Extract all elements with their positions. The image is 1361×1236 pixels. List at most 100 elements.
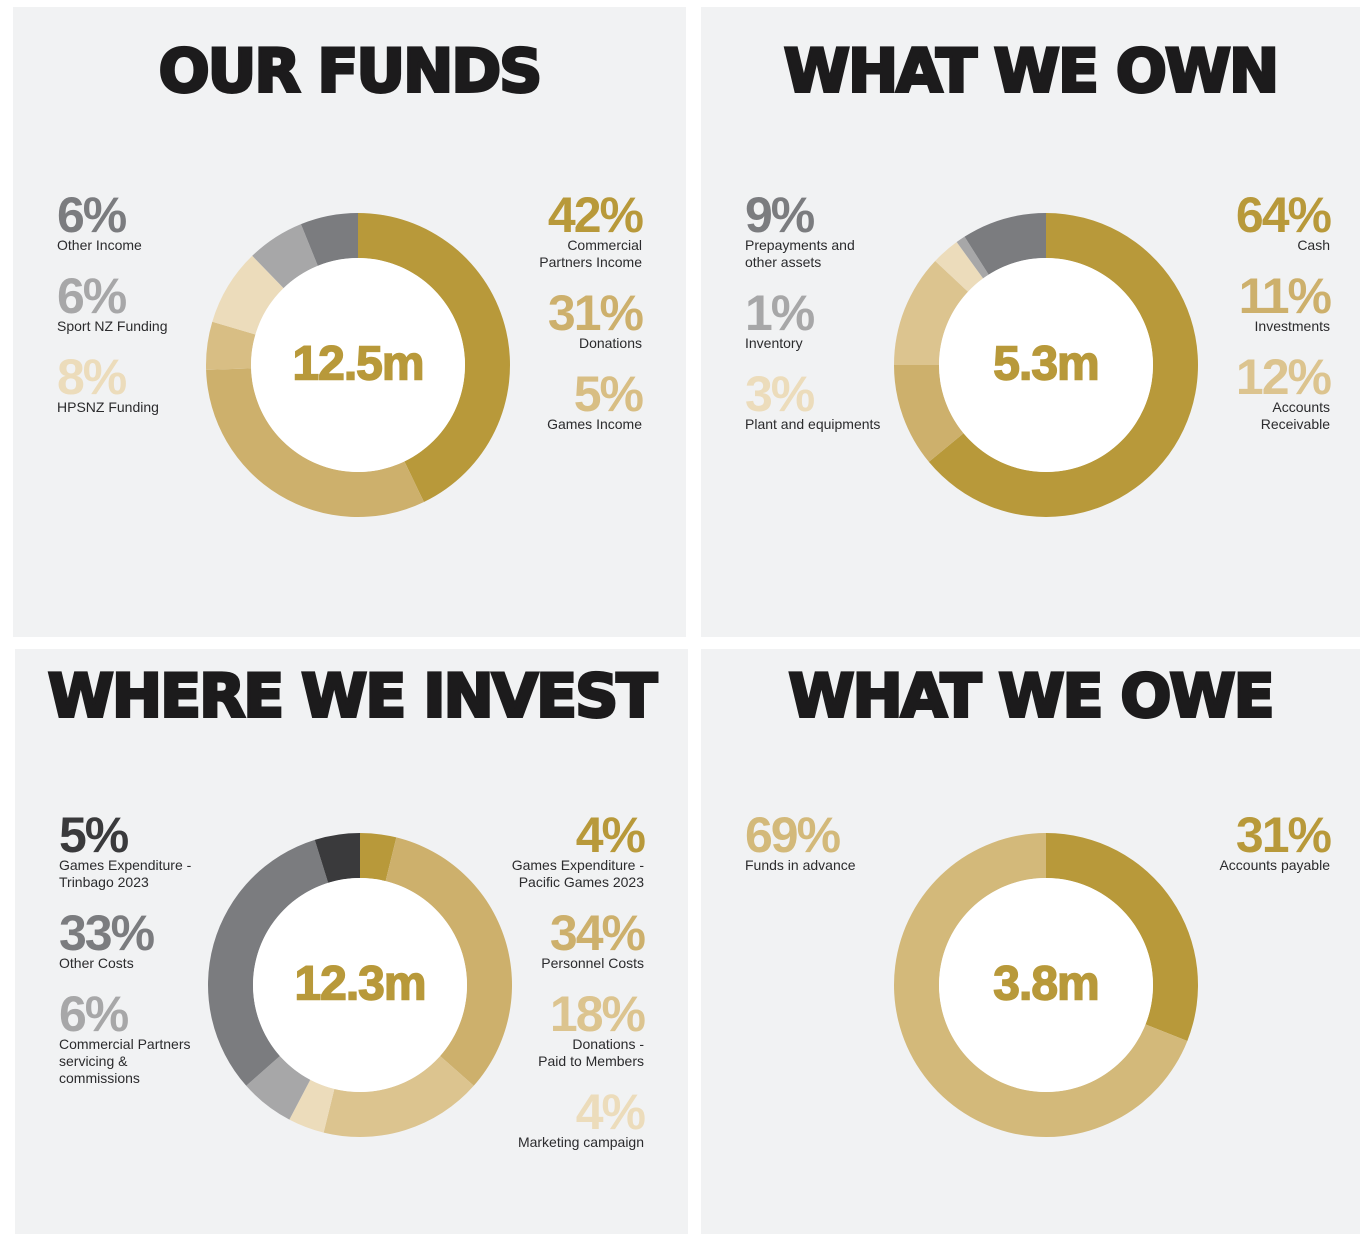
donut-segment bbox=[206, 368, 424, 517]
donut-hole bbox=[251, 258, 465, 472]
percent-label: 31% bbox=[547, 285, 644, 341]
chart-title: WHAT WE OWN bbox=[784, 37, 1277, 107]
category-label: Sport NZ Funding bbox=[57, 318, 168, 334]
segment-label: 5% Games Income bbox=[422, 366, 644, 433]
chart-panel: OUR FUNDS 12.5m 42% Commercial Partners Inc… bbox=[13, 7, 686, 637]
donut-segment bbox=[894, 365, 964, 462]
percent-label: 12% bbox=[1235, 349, 1332, 405]
percent-label: 6% bbox=[57, 268, 127, 324]
percent-label: 5% bbox=[59, 807, 129, 863]
donut-segment bbox=[935, 242, 984, 292]
percent-label: 4% bbox=[575, 807, 646, 863]
donut-segment bbox=[289, 1079, 335, 1133]
percent-label: 33% bbox=[59, 905, 155, 961]
segment-label: 4% Games Expenditure - Pacific Games 2023 bbox=[424, 807, 646, 891]
category-label: Other Costs bbox=[59, 955, 134, 971]
segment-label: 9% Prepayments and other assets bbox=[745, 187, 965, 271]
donut-segment bbox=[314, 833, 360, 883]
donut-segment bbox=[358, 213, 510, 502]
donut-segment bbox=[208, 839, 329, 1086]
percent-label: 8% bbox=[57, 349, 127, 405]
percent-label: 3% bbox=[745, 366, 815, 422]
category-label: Personnel Costs bbox=[541, 955, 644, 971]
donut-segment bbox=[893, 833, 1188, 1137]
chart-title: OUR FUNDS bbox=[159, 37, 541, 107]
category-label: Prepayments and other assets bbox=[745, 237, 855, 270]
category-label: Marketing campaign bbox=[517, 1134, 644, 1150]
category-label: Investments bbox=[1254, 318, 1330, 334]
category-label: Donations - Paid to Members bbox=[538, 1036, 644, 1069]
category-label: Funds in advance bbox=[745, 857, 856, 873]
segment-label: 69% Funds in advance bbox=[745, 807, 965, 874]
segment-label: 12% Accounts Receivable bbox=[1110, 349, 1332, 433]
donut-segment bbox=[212, 255, 284, 335]
percent-label: 9% bbox=[745, 187, 815, 243]
percent-label: 18% bbox=[549, 986, 646, 1042]
chart: WHAT WE OWN 5.3m bbox=[782, 35, 1281, 518]
center-label: 3.8m bbox=[993, 958, 1098, 1011]
center-label: 12.5m bbox=[292, 338, 423, 391]
percent-label: 6% bbox=[59, 986, 129, 1042]
percent-label: 31% bbox=[1235, 807, 1332, 863]
donut-hole bbox=[253, 878, 467, 1092]
percent-label: 64% bbox=[1235, 187, 1332, 243]
segment-label: 3% Plant and equipments bbox=[745, 366, 965, 433]
segment-label: 34% Personnel Costs bbox=[424, 905, 646, 972]
category-label: Commercial Partners servicing & commissi… bbox=[59, 1036, 191, 1086]
category-label: Inventory bbox=[745, 335, 803, 351]
donut-segment bbox=[323, 1055, 474, 1137]
segment-label: 31% Donations bbox=[422, 285, 644, 352]
donut-segment bbox=[928, 213, 1198, 518]
segment-label: 42% Commercial Partners Income bbox=[422, 187, 644, 271]
chart: OUR FUNDS 12.5m bbox=[157, 35, 544, 517]
category-label: Commercial Partners Income bbox=[539, 237, 642, 270]
percent-label: 6% bbox=[57, 187, 127, 243]
chart-title: WHAT WE OWE bbox=[788, 662, 1272, 732]
donut-segment bbox=[1046, 833, 1198, 1041]
donut-segment bbox=[956, 236, 989, 279]
donut-segment bbox=[206, 321, 256, 370]
category-label: Accounts Receivable bbox=[1260, 399, 1330, 432]
category-label: Plant and equipments bbox=[745, 416, 881, 432]
segment-label: 8% HPSNZ Funding bbox=[57, 349, 277, 416]
center-label: 12.3m bbox=[294, 958, 425, 1011]
percent-label: 69% bbox=[745, 807, 841, 863]
donut-segment bbox=[360, 833, 397, 882]
segment-label: 11% Investments bbox=[1110, 268, 1332, 335]
category-label: Games Expenditure - Trinbago 2023 bbox=[59, 857, 192, 890]
category-label: Games Income bbox=[547, 416, 642, 432]
donut-segment bbox=[894, 260, 969, 365]
chart-panel: WHAT WE OWE 3.8m 31% Accounts payable 69% Fun… bbox=[701, 649, 1360, 1234]
chart-title: WHERE WE INVEST bbox=[48, 662, 658, 732]
chart: WHERE WE INVEST 12.3m bbox=[46, 660, 661, 1137]
donut-segment bbox=[385, 837, 512, 1086]
percent-label: 4% bbox=[575, 1084, 646, 1140]
chart-panel: WHAT WE OWN 5.3m 64% Cash 11% Investments 12% A… bbox=[701, 7, 1360, 637]
percent-label: 1% bbox=[745, 285, 815, 341]
category-label: Donations bbox=[578, 335, 642, 351]
segment-label: 33% Other Costs bbox=[59, 905, 279, 972]
percent-label: 42% bbox=[547, 187, 644, 243]
donut-segment bbox=[964, 213, 1046, 275]
segment-label: 6% Commercial Partners servicing & commis… bbox=[59, 986, 279, 1087]
donut-hole bbox=[939, 258, 1153, 472]
segment-label: 4% Marketing campaign bbox=[424, 1084, 646, 1151]
segment-label: 18% Donations - Paid to Members bbox=[424, 986, 646, 1070]
donut-hole bbox=[939, 878, 1153, 1092]
donut-segment bbox=[300, 213, 358, 266]
chart-panel: WHERE WE INVEST 12.3m 4% Games Expenditure … bbox=[15, 649, 688, 1234]
segment-label: 6% Sport NZ Funding bbox=[57, 268, 277, 335]
segment-label: 64% Cash bbox=[1110, 187, 1332, 254]
center-label: 5.3m bbox=[993, 338, 1098, 391]
category-label: Accounts payable bbox=[1219, 857, 1330, 873]
segment-label: 6% Other Income bbox=[57, 187, 277, 254]
percent-label: 5% bbox=[573, 366, 644, 422]
category-label: HPSNZ Funding bbox=[57, 399, 159, 415]
category-label: Other Income bbox=[57, 237, 142, 253]
category-label: Cash bbox=[1297, 237, 1330, 253]
percent-label: 11% bbox=[1238, 268, 1332, 324]
chart: WHAT WE OWE 3.8m bbox=[787, 660, 1276, 1137]
percent-label: 34% bbox=[549, 905, 646, 961]
segment-label: 1% Inventory bbox=[745, 285, 965, 352]
